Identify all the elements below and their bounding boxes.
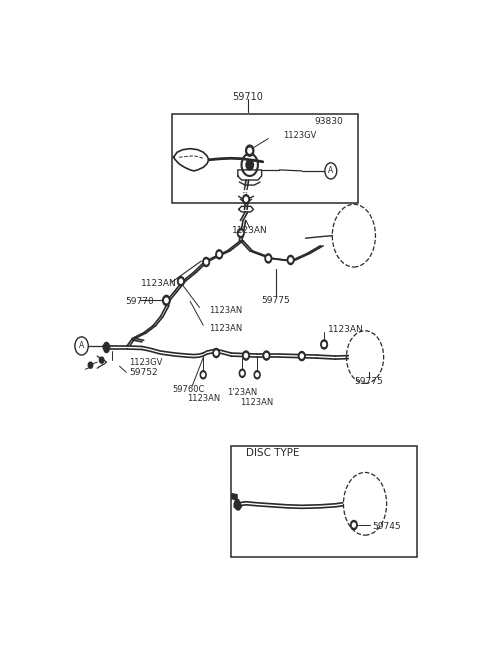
Circle shape xyxy=(241,371,244,375)
Circle shape xyxy=(213,348,219,357)
Circle shape xyxy=(104,342,109,350)
Text: 59710: 59710 xyxy=(232,91,264,102)
FancyBboxPatch shape xyxy=(172,114,358,203)
Circle shape xyxy=(352,523,355,527)
Circle shape xyxy=(243,194,249,204)
Circle shape xyxy=(238,229,244,238)
Circle shape xyxy=(163,296,170,306)
Polygon shape xyxy=(234,500,241,510)
Circle shape xyxy=(104,346,109,353)
Circle shape xyxy=(99,357,104,363)
Circle shape xyxy=(88,362,93,368)
Circle shape xyxy=(215,351,218,355)
Text: A: A xyxy=(328,166,334,175)
Circle shape xyxy=(263,351,270,360)
Circle shape xyxy=(243,351,249,360)
Text: 1123GV: 1123GV xyxy=(283,131,317,140)
Text: 59775: 59775 xyxy=(262,296,290,305)
Text: 1123GV: 1123GV xyxy=(129,357,162,367)
Text: DISC TYPE: DISC TYPE xyxy=(246,448,300,458)
Text: 59770: 59770 xyxy=(125,297,154,306)
Circle shape xyxy=(256,373,259,376)
Text: 1'23AN: 1'23AN xyxy=(227,388,257,397)
Circle shape xyxy=(289,258,292,262)
Text: 1123AN: 1123AN xyxy=(240,398,274,407)
Text: 59745: 59745 xyxy=(372,522,401,531)
Circle shape xyxy=(204,260,208,264)
Circle shape xyxy=(265,353,268,357)
Text: 59760C: 59760C xyxy=(172,386,204,394)
Circle shape xyxy=(216,250,223,259)
Text: 1123AN: 1123AN xyxy=(232,226,267,235)
FancyBboxPatch shape xyxy=(231,445,417,557)
Text: 1123AN: 1123AN xyxy=(187,394,220,403)
Circle shape xyxy=(165,298,168,303)
Circle shape xyxy=(300,354,303,358)
Text: A: A xyxy=(79,342,84,350)
Text: 1123AN: 1123AN xyxy=(209,324,242,332)
Circle shape xyxy=(244,353,248,357)
Circle shape xyxy=(203,258,210,267)
Circle shape xyxy=(248,148,252,153)
Circle shape xyxy=(288,256,294,265)
Circle shape xyxy=(246,160,253,170)
Polygon shape xyxy=(232,493,237,500)
Circle shape xyxy=(246,145,254,156)
Circle shape xyxy=(180,279,182,283)
Circle shape xyxy=(202,373,204,376)
Circle shape xyxy=(244,197,248,201)
Circle shape xyxy=(321,340,327,349)
Text: 59752: 59752 xyxy=(129,368,157,376)
Text: 1123AN: 1123AN xyxy=(209,306,242,315)
Circle shape xyxy=(218,252,221,256)
Circle shape xyxy=(265,254,272,263)
Text: 1123AN: 1123AN xyxy=(328,325,363,334)
Circle shape xyxy=(240,369,245,377)
Circle shape xyxy=(299,351,305,361)
Text: 1123AN: 1123AN xyxy=(141,279,177,288)
Circle shape xyxy=(240,231,242,235)
Circle shape xyxy=(323,342,325,346)
Text: 59775: 59775 xyxy=(354,377,383,386)
Circle shape xyxy=(178,277,184,286)
Circle shape xyxy=(200,371,206,379)
Circle shape xyxy=(267,256,270,260)
Text: 93830: 93830 xyxy=(315,117,344,126)
Circle shape xyxy=(254,371,260,379)
Circle shape xyxy=(350,520,357,530)
